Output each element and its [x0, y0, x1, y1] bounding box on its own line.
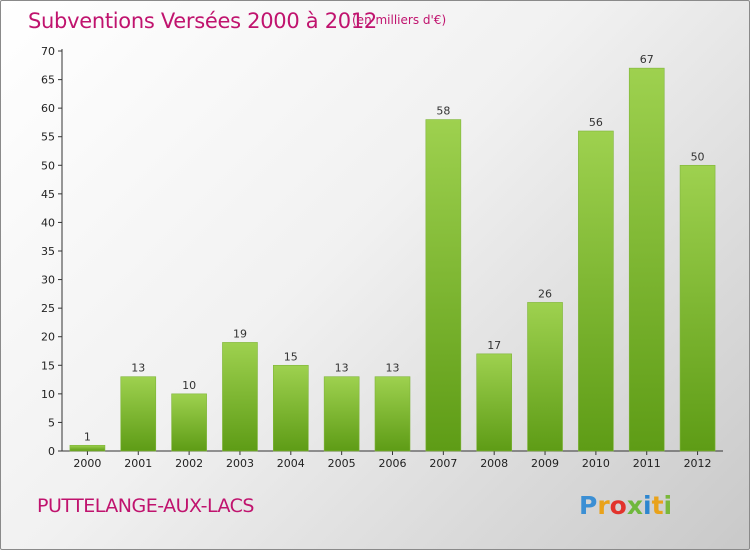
data-label: 13 [335, 362, 349, 375]
x-tick-label: 2007 [429, 457, 457, 470]
chart-title: Subventions Versées 2000 à 2012 [28, 9, 377, 33]
bars: 1 13 10 19 15 13 13 58 17 26 56 67 50 [69, 53, 716, 452]
y-tick-label: 20 [41, 331, 55, 344]
data-label: 67 [640, 53, 654, 66]
y-tick-label: 15 [41, 359, 55, 372]
data-label: 56 [589, 116, 603, 129]
logo-letter: r [597, 491, 610, 520]
commune-name: PUTTELANGE-AUX-LACS [37, 495, 255, 517]
bar-2007 [425, 119, 462, 452]
x-tick-label: 2006 [379, 457, 407, 470]
bar-2010 [578, 130, 614, 452]
y-tick-label: 70 [41, 45, 55, 58]
data-label: 19 [233, 327, 247, 340]
logo-letter: x [626, 491, 643, 520]
data-label: 15 [284, 350, 298, 363]
chart-unit: (en milliers d'€) [352, 13, 447, 27]
logo-letter: t [651, 491, 664, 520]
x-tick-label: 2002 [175, 457, 203, 470]
bar-chart: 0 5 10 15 20 25 30 35 40 45 50 55 60 65 70 2000 2001 2002… [41, 45, 723, 470]
bar-2011 [628, 67, 665, 452]
bar-2012 [679, 164, 716, 452]
bar-2003 [222, 342, 258, 452]
axes: 0 5 10 15 20 25 30 35 40 45 50 55 60 65 70 2000 2001 2002… [41, 45, 723, 470]
y-tick-label: 30 [41, 274, 55, 287]
y-tick-label: 55 [41, 131, 55, 144]
bar-2000 [69, 444, 106, 452]
bar-2004 [273, 364, 309, 452]
data-label: 26 [538, 287, 552, 300]
x-tick-label: 2008 [480, 457, 508, 470]
bar-2006 [374, 376, 411, 452]
x-tick-label: 2004 [277, 457, 305, 470]
proxiti-logo: Proxiti [579, 491, 672, 520]
bar-2005 [323, 376, 360, 452]
data-label: 13 [131, 362, 145, 375]
y-tick-label: 0 [48, 445, 55, 458]
y-tick-label: 25 [41, 302, 55, 315]
x-tick-label: 2005 [328, 457, 356, 470]
y-tick-label: 35 [41, 245, 55, 258]
y-tick-label: 5 [48, 416, 55, 429]
data-label: 10 [182, 379, 196, 392]
data-label: 13 [386, 362, 400, 375]
x-tick-label: 2011 [633, 457, 661, 470]
x-tick-label: 2001 [124, 457, 152, 470]
y-tick-label: 45 [41, 188, 55, 201]
data-label: 1 [84, 430, 91, 443]
logo-letter: o [609, 491, 627, 520]
x-tick-label: 2012 [684, 457, 712, 470]
logo-letter: i [643, 491, 652, 520]
y-tick-label: 50 [41, 159, 55, 172]
x-tick-label: 2009 [531, 457, 559, 470]
bar-2002 [171, 393, 207, 452]
data-label: 58 [436, 105, 450, 118]
data-label: 50 [691, 150, 705, 163]
logo-letter: i [663, 491, 673, 520]
x-tick-label: 2003 [226, 457, 254, 470]
x-tick-label: 2010 [582, 457, 610, 470]
bar-2008 [476, 353, 512, 452]
y-tick-label: 40 [41, 216, 55, 229]
y-tick-label: 10 [41, 388, 55, 401]
y-tick-label: 65 [41, 74, 55, 87]
bar-2009 [527, 302, 563, 452]
bar-2001 [120, 376, 157, 452]
x-tick-label: 2000 [73, 457, 101, 470]
data-label: 17 [487, 339, 501, 352]
y-tick-label: 60 [41, 102, 55, 115]
logo-letter: P [579, 491, 598, 520]
